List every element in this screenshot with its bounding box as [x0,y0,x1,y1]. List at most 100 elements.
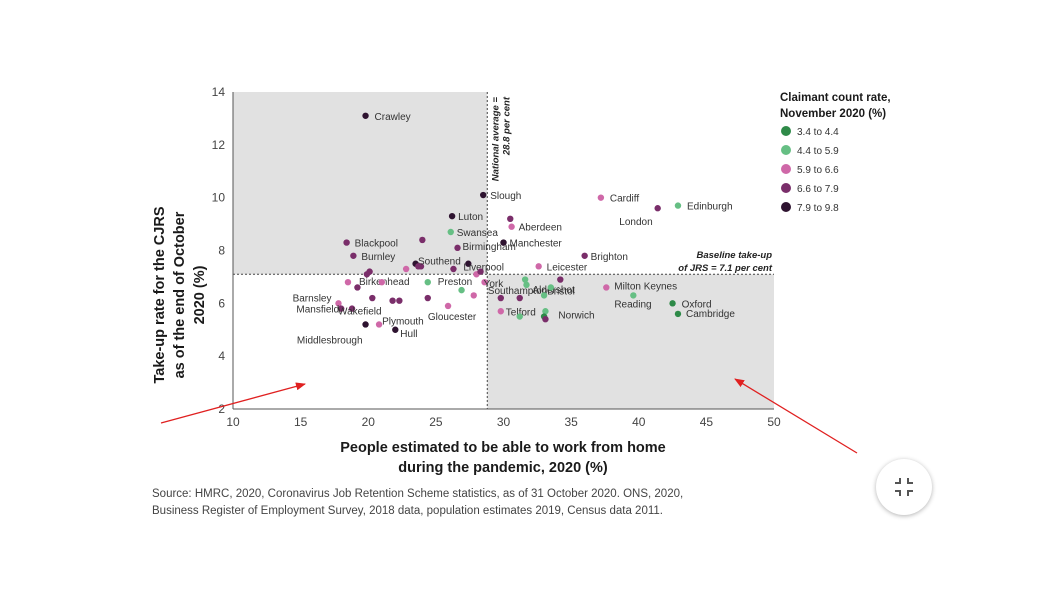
data-label: Middlesbrough [297,335,363,346]
data-point-bristol [540,292,548,299]
data-point-york [481,279,488,286]
data-point-telford [497,308,504,315]
x-tick-label: 40 [632,415,646,429]
data-point-oxford [669,300,676,307]
source-line-2: Business Register of Employment Survey, … [152,505,663,517]
data-label: Milton Keynes [614,281,677,292]
data-point-mansfield [338,305,345,312]
data-label: Burnley [361,252,395,263]
data-point-gloucester [444,302,452,310]
data-point-barnsley [335,300,342,307]
legend-swatch [781,126,791,136]
data-label: Crawley [375,112,411,123]
y-tick-label: 12 [212,138,226,152]
legend-title: November 2020 (%) [780,108,886,120]
legend-label: 7.9 to 9.8 [797,203,839,214]
data-point-brighton [581,252,588,259]
data-label: Blackpool [355,239,398,250]
data-point [507,215,514,222]
legend-label: 6.6 to 7.9 [797,184,839,195]
y-tick-label: 4 [218,349,225,363]
data-label: Birmingham [463,242,516,253]
data-label: Aberdeen [519,223,562,234]
legend-swatch [781,183,791,193]
baseline-label: Baseline take-up [697,250,773,261]
x-axis-title: People estimated to be able to work from… [340,440,666,456]
data-point [396,297,403,304]
data-point [424,294,431,302]
y-axis-title: Take-up rate for the CJRS [152,206,168,383]
data-point [354,284,361,291]
data-label: London [619,217,652,228]
data-point-norwich [542,308,549,315]
data-point [415,263,422,270]
data-point-wakefield [348,305,356,312]
data-point-birmingham [454,244,461,252]
x-tick-label: 45 [700,415,714,429]
data-point-luton [448,212,456,220]
collapse-icon [895,478,913,496]
data-label: Cardiff [610,194,639,205]
data-point-preston [424,279,431,286]
data-label: Luton [458,212,483,223]
y-tick-label: 8 [218,244,225,258]
data-point-aberdeen [508,223,515,230]
legend-label: 3.4 to 4.4 [797,127,839,138]
data-label: Plymouth [382,316,424,327]
exit-fullscreen-button[interactable] [876,459,932,515]
legend-label: 5.9 to 6.6 [797,165,839,176]
x-tick-label: 30 [497,415,511,429]
data-label: Leicester [547,262,588,273]
data-label: Hull [400,329,417,340]
data-label: Cambridge [686,309,735,320]
y-tick-label: 14 [212,85,226,99]
data-label: Norwich [558,310,594,321]
national-average-label: 28.8 per cent [501,96,512,156]
data-label: Reading [614,299,651,310]
legend-label: 4.4 to 5.9 [797,146,839,157]
data-point-crawley [362,112,369,119]
x-tick-label: 35 [564,415,578,429]
data-label: Barnsley [293,293,332,304]
data-label: Liverpool [463,263,504,274]
legend-title: Claimant count rate, [780,92,891,104]
x-tick-label: 15 [294,415,308,429]
baseline-label: of JRS = 7.1 per cent [678,263,773,274]
data-label: York [484,279,505,290]
panel-edge [916,440,1050,540]
data-point-southampton [497,294,504,302]
data-label: Swansea [457,228,499,239]
data-point [470,292,477,299]
data-label: Brighton [591,252,628,263]
data-label: Preston [438,277,472,288]
data-point-leicester [535,263,542,270]
data-point-burnley [350,252,357,259]
data-point-swansea [447,228,454,236]
x-tick-label: 25 [429,415,443,429]
data-label: Wakefield [338,307,382,318]
national-average-label: National average = [490,97,501,182]
y-axis-title: as of the end of October [172,211,188,378]
data-point-manchester [500,239,507,246]
y-tick-label: 2 [218,402,225,416]
data-label: Aldershot [532,285,574,296]
annotation-arrow-left [160,382,306,424]
data-label: Edinburgh [687,202,733,213]
data-point [378,279,385,286]
data-point [419,236,426,244]
data-label: Mansfield [296,305,339,316]
data-point-blackpool [343,239,350,246]
data-point-birkenhead [344,279,352,286]
data-point-hull [392,326,399,333]
data-point [363,271,371,278]
y-axis-title: 2020 (%) [192,265,208,324]
x-tick-label: 10 [226,415,240,429]
data-label: Oxford [682,299,712,310]
data-label: Southend [418,256,461,267]
data-point-milton-keynes [603,284,610,291]
data-point [369,294,376,302]
shaded-quadrant-top-left [233,92,488,275]
source-line-1: Source: HMRC, 2020, Coronavirus Job Rete… [152,488,684,500]
